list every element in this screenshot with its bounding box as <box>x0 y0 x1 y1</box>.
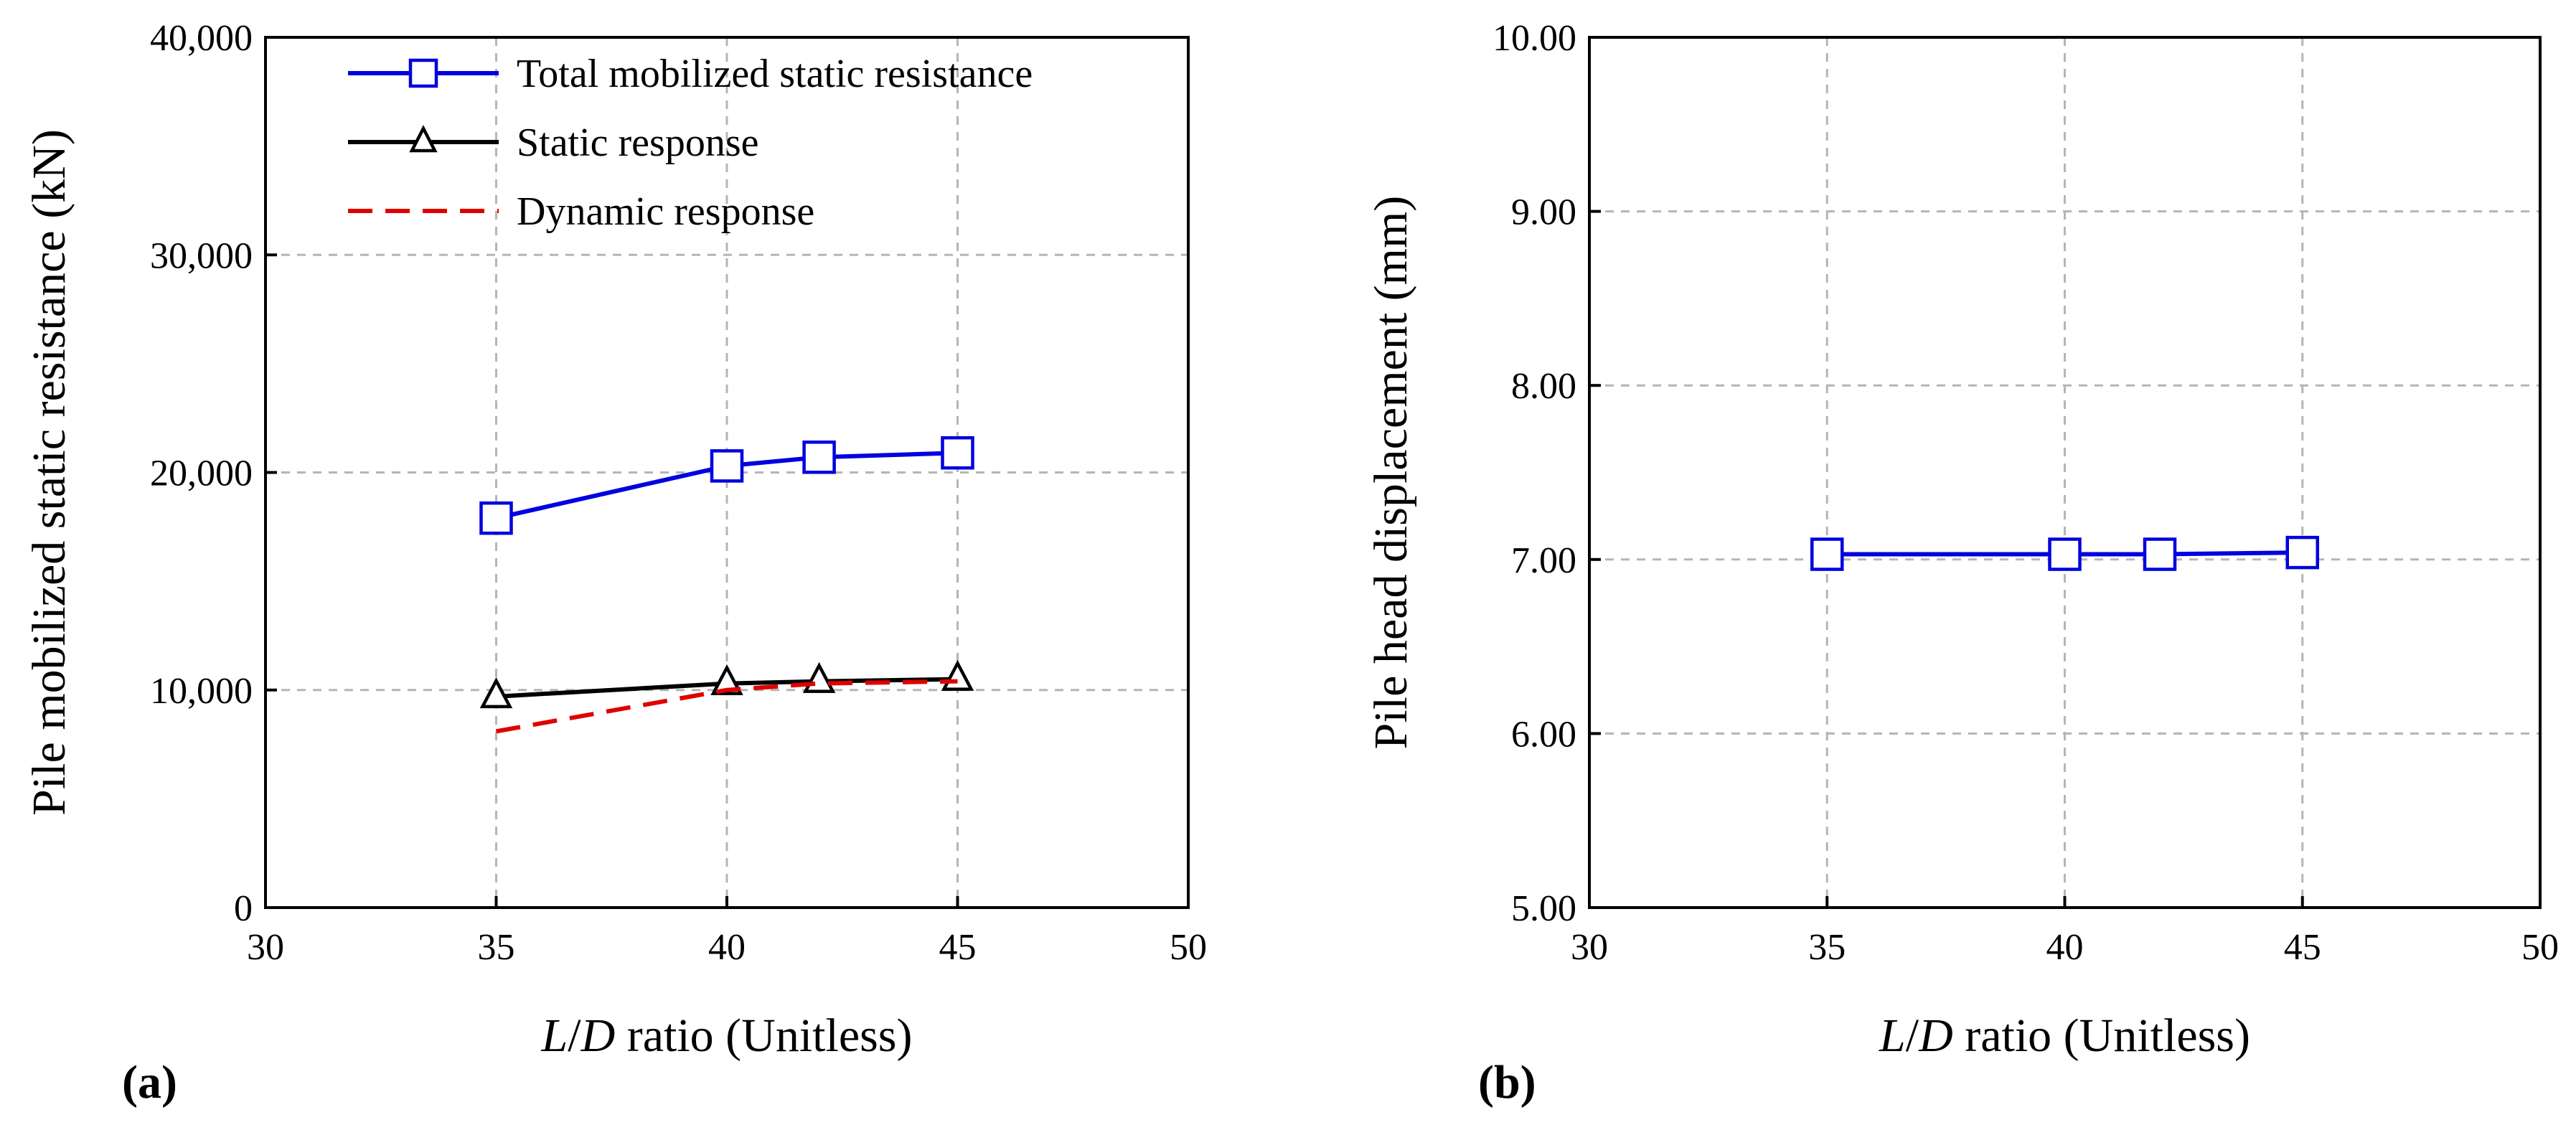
y-tick-label: 8.00 <box>1511 366 1576 407</box>
data-point-square <box>2285 535 2319 570</box>
x-axis-title-rest: ratio (Unitless) <box>1953 1009 2250 1062</box>
data-point-square <box>710 449 744 483</box>
x-axis-title-sep: / <box>568 1009 581 1062</box>
x-tick-label: 45 <box>939 927 977 968</box>
y-tick-label: 10,000 <box>150 671 253 712</box>
x-tick-label: 30 <box>1571 927 1608 968</box>
x-tick-label: 45 <box>2284 927 2321 968</box>
data-point-triangle <box>941 659 974 691</box>
x-axis-title-italic-d: D <box>1918 1009 1953 1062</box>
x-tick-label: 40 <box>2046 927 2084 968</box>
series-line <box>495 451 958 521</box>
y-tick-label: 40,000 <box>150 18 253 59</box>
panel-label: (b) <box>1478 1056 1536 1108</box>
y-tick-label: 0 <box>234 888 253 929</box>
legend-label: Total mobilized static resistance <box>517 52 1033 96</box>
x-axis-title: L/D ratio (Unitless) <box>541 1009 913 1062</box>
x-tick-label: 50 <box>1170 927 1207 968</box>
y-tick-label: 7.00 <box>1511 540 1576 581</box>
y-tick-label: 5.00 <box>1511 888 1576 929</box>
data-point-square <box>1810 537 1844 571</box>
x-tick-label: 50 <box>2521 927 2559 968</box>
data-point-triangle <box>802 661 836 693</box>
y-tick-label: 9.00 <box>1511 192 1576 233</box>
x-tick-label: 40 <box>708 927 746 968</box>
chart-panel-a: 30 35 40 45 50 0 10,000 20,000 30,000 40,000 L/D r… <box>23 18 1207 1108</box>
series-line <box>495 679 958 734</box>
y-tick-label: 30,000 <box>150 235 253 276</box>
legend-marker-square <box>408 58 438 88</box>
x-tick-label: 35 <box>478 927 515 968</box>
data-point-square <box>2143 537 2177 571</box>
data-point-square <box>479 501 513 535</box>
data-point-square <box>941 435 974 470</box>
legend-label: Static response <box>517 121 758 165</box>
data-point-square <box>802 441 836 474</box>
y-tick-label: 20,000 <box>150 453 253 494</box>
x-axis-title-italic-l: L <box>541 1009 568 1062</box>
legend-marker-triangle <box>409 125 438 153</box>
x-axis-title-italic-d: D <box>580 1009 616 1062</box>
x-axis-title-italic-l: L <box>1879 1009 1906 1062</box>
data-point-triangle <box>710 664 743 695</box>
x-tick-label: 35 <box>1808 927 1846 968</box>
data-point-triangle <box>479 677 513 709</box>
panel-label: (a) <box>122 1056 177 1108</box>
chart-panel-b: 30 35 40 45 50 5.00 6.00 7.00 8.00 9.00 10.00 L/D r… <box>1365 18 2559 1108</box>
data-point-square <box>2048 537 2082 571</box>
x-tick-label: 30 <box>247 927 284 968</box>
y-tick-label: 10.00 <box>1493 18 1576 59</box>
x-axis-title-sep: / <box>1906 1009 1919 1062</box>
x-axis-title-rest: ratio (Unitless) <box>615 1009 912 1062</box>
legend-label: Dynamic response <box>517 189 814 234</box>
series-line <box>496 677 958 699</box>
y-axis-title: Pile mobilized static resistance (kN) <box>23 129 75 816</box>
y-tick-label: 6.00 <box>1511 714 1576 755</box>
x-axis-title: L/D ratio (Unitless) <box>1879 1009 2250 1062</box>
y-axis-title: Pile head displacement (mm) <box>1365 196 1417 750</box>
series-line <box>1827 550 2303 557</box>
